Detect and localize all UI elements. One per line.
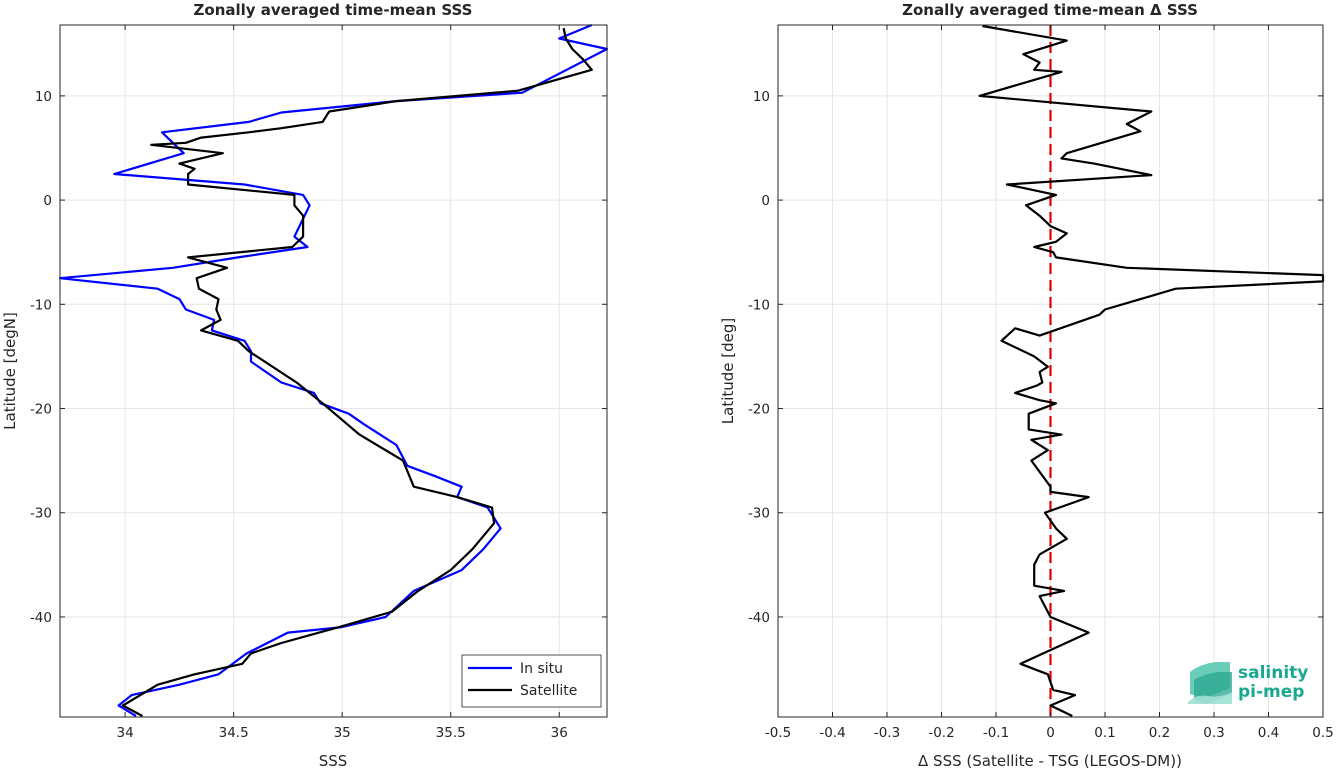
- y-tick-label: -10: [748, 297, 770, 313]
- y-tick-label: -20: [748, 402, 770, 418]
- ticks-left: 34 34.5 35 35.5 36 -40 -30 -20 -10 0 10: [30, 25, 607, 741]
- y-axis-label-right: Latitude [deg]: [719, 318, 737, 424]
- x-tick-label: 35.5: [436, 725, 466, 741]
- y-tick-label: 10: [753, 89, 770, 105]
- x-tick-label: 0.2: [1149, 725, 1170, 741]
- x-tick-label: 0: [1046, 725, 1055, 741]
- x-tick-label: -0.4: [819, 725, 845, 741]
- logo-text-line1: salinity: [1238, 663, 1308, 683]
- legend-label-satellite: Satellite: [520, 683, 577, 699]
- x-tick-label: 36: [551, 725, 568, 741]
- salinity-pi-mep-logo: salinity pi-mep: [1188, 662, 1308, 704]
- y-tick-label: -10: [30, 297, 52, 313]
- plot-area-left: [60, 25, 607, 717]
- y-tick-label: 0: [43, 193, 52, 209]
- axes-box-left: [59, 24, 608, 718]
- x-axis-label-right: Δ SSS (Satellite - TSG (LEGOS-DM)): [918, 752, 1182, 769]
- y-tick-label: -40: [748, 610, 770, 626]
- chart-title-right: Zonally averaged time-mean Δ SSS: [902, 1, 1198, 19]
- legend-label-in-situ: In situ: [520, 661, 563, 677]
- series-left: [58, 23, 609, 717]
- x-tick-label: 34: [117, 725, 134, 741]
- delta-sss-series-line: [978, 24, 1325, 717]
- y-tick-label: -30: [30, 506, 52, 522]
- y-tick-label: -30: [748, 506, 770, 522]
- y-tick-label: 0: [761, 193, 770, 209]
- chart-title-left: Zonally averaged time-mean SSS: [194, 1, 473, 19]
- logo-wave-icon-3: [1188, 692, 1232, 704]
- x-axis-label-left: SSS: [319, 752, 348, 769]
- x-tick-label: 0.1: [1094, 725, 1115, 741]
- x-tick-label: -0.3: [874, 725, 900, 741]
- legend-box: [461, 654, 602, 708]
- legend: In situ Satellite: [461, 654, 602, 708]
- x-tick-label: -0.2: [928, 725, 954, 741]
- x-tick-label: 0.3: [1203, 725, 1224, 741]
- delta-sss-panel: -0.5 -0.4 -0.3 -0.2 -0.1 0 0.1 0.2 0.3 0.4 0.5 -40 -…: [719, 1, 1334, 769]
- series-right: [978, 24, 1325, 717]
- ticks-right: -0.5 -0.4 -0.3 -0.2 -0.1 0 0.1 0.2 0.3 0.4 0.5 -40 -…: [748, 25, 1334, 741]
- grid-left: [60, 25, 607, 717]
- y-tick-label: -40: [30, 610, 52, 626]
- y-axis-label-left: Latitude [degN]: [1, 312, 19, 430]
- satellite-series-line: [121, 27, 593, 717]
- x-tick-label: -0.5: [765, 725, 791, 741]
- x-tick-label: 35: [334, 725, 351, 741]
- x-tick-label: 34.5: [219, 725, 249, 741]
- x-tick-label: 0.4: [1258, 725, 1279, 741]
- x-tick-label: -0.1: [983, 725, 1009, 741]
- y-tick-label: -20: [30, 402, 52, 418]
- sss-profile-panel: 34 34.5 35 35.5 36 -40 -30 -20 -10 0 10 Zonally av…: [1, 1, 609, 769]
- y-tick-label: 10: [35, 89, 52, 105]
- logo-text-line2: pi-mep: [1238, 682, 1304, 702]
- x-tick-label: 0.5: [1312, 725, 1333, 741]
